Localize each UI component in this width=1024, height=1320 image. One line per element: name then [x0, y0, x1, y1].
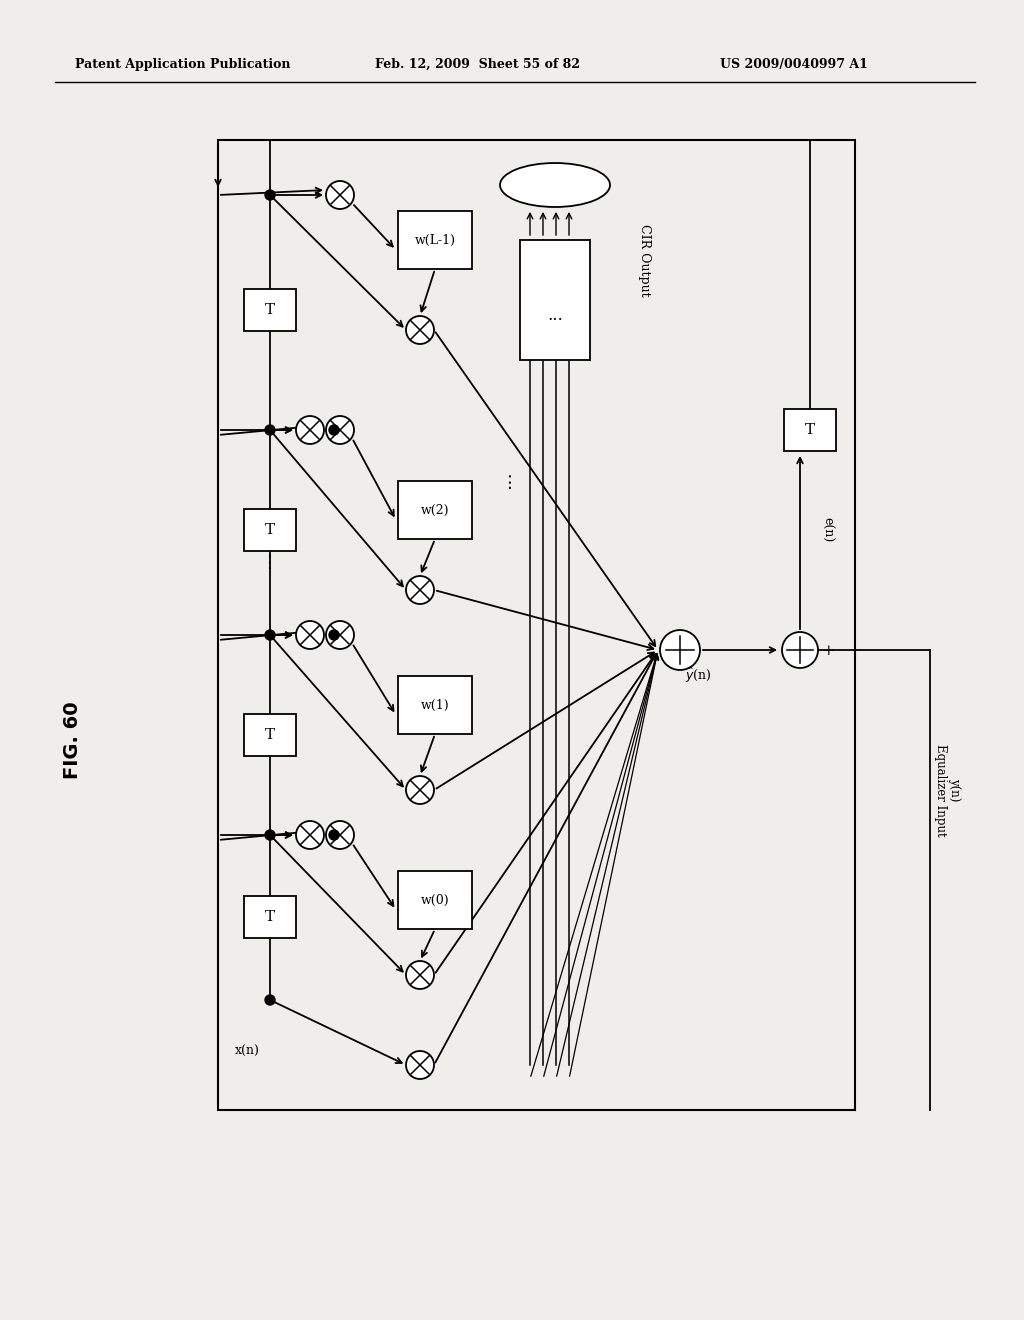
- Circle shape: [406, 776, 434, 804]
- Circle shape: [329, 830, 339, 840]
- Text: w(0): w(0): [421, 894, 450, 907]
- Circle shape: [296, 620, 324, 649]
- Text: w(L-1): w(L-1): [415, 234, 456, 247]
- Text: e(n): e(n): [820, 517, 833, 543]
- Bar: [520, 240, 590, 360]
- Circle shape: [660, 630, 700, 671]
- Circle shape: [265, 190, 275, 201]
- Text: T: T: [265, 729, 275, 742]
- Bar: [398, 871, 472, 929]
- Text: US 2009/0040997 A1: US 2009/0040997 A1: [720, 58, 868, 71]
- Text: T: T: [265, 304, 275, 317]
- Text: FIG. 60: FIG. 60: [62, 701, 82, 779]
- Text: x(n): x(n): [234, 1045, 260, 1059]
- Bar: [784, 409, 836, 451]
- Text: ...: ...: [496, 471, 514, 490]
- Circle shape: [329, 630, 339, 640]
- Bar: [244, 289, 296, 331]
- Text: T: T: [265, 909, 275, 924]
- Circle shape: [406, 1051, 434, 1078]
- Circle shape: [265, 425, 275, 436]
- Circle shape: [265, 830, 275, 840]
- Circle shape: [296, 821, 324, 849]
- Text: w(1): w(1): [421, 698, 450, 711]
- Bar: [244, 714, 296, 756]
- Circle shape: [265, 630, 275, 640]
- Text: T: T: [265, 523, 275, 537]
- Ellipse shape: [500, 162, 610, 207]
- Circle shape: [406, 961, 434, 989]
- Circle shape: [406, 576, 434, 605]
- Bar: [244, 510, 296, 550]
- Circle shape: [296, 416, 324, 444]
- Circle shape: [326, 181, 354, 209]
- Circle shape: [329, 425, 339, 436]
- Bar: [398, 676, 472, 734]
- Text: T: T: [805, 422, 815, 437]
- Text: ...: ...: [256, 550, 274, 569]
- Text: $\hat{y}$(n): $\hat{y}$(n): [685, 665, 712, 685]
- Circle shape: [265, 995, 275, 1005]
- Text: w(2): w(2): [421, 503, 450, 516]
- Text: Equalizer Input: Equalizer Input: [934, 743, 946, 837]
- Text: CIR Output: CIR Output: [639, 223, 651, 296]
- Bar: [218, 140, 855, 1110]
- Circle shape: [406, 315, 434, 345]
- Text: Patent Application Publication: Patent Application Publication: [75, 58, 291, 71]
- Circle shape: [326, 416, 354, 444]
- Bar: [244, 896, 296, 939]
- Bar: [398, 480, 472, 539]
- Circle shape: [782, 632, 818, 668]
- Text: Feb. 12, 2009  Sheet 55 of 82: Feb. 12, 2009 Sheet 55 of 82: [375, 58, 580, 71]
- Text: y(n): y(n): [948, 779, 962, 801]
- Bar: [398, 211, 472, 269]
- Circle shape: [326, 821, 354, 849]
- Circle shape: [326, 620, 354, 649]
- Text: ...: ...: [547, 306, 563, 323]
- Text: +: +: [823, 644, 835, 657]
